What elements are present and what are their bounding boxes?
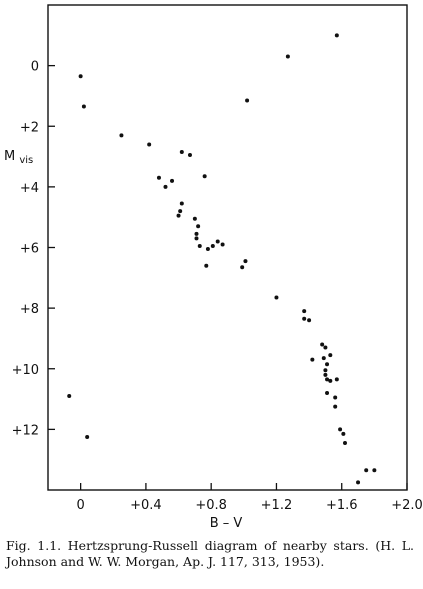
y-tick-label: +2 [20, 120, 39, 135]
star-point [356, 480, 361, 485]
star-point [328, 353, 333, 358]
star-point [202, 174, 207, 179]
star-point [179, 150, 184, 155]
y-axis-label: M vis [4, 149, 33, 166]
star-point [341, 431, 346, 436]
star-point [364, 468, 369, 473]
star-point [334, 33, 339, 38]
y-tick-label: 0 [31, 60, 39, 75]
star-point [323, 368, 328, 373]
hr-diagram-chart: 0 +0.4 +0.8 +1.2 +1.6 +2.0 0 +2 +4 +6 +8 +10 +12 M … [4, 4, 423, 531]
y-tick-label: +6 [20, 242, 39, 257]
star-point [67, 394, 72, 399]
star-point [302, 309, 307, 314]
star-point [334, 377, 339, 382]
star-point [85, 434, 90, 439]
star-point [78, 74, 83, 79]
star-point [176, 213, 181, 218]
x-tick-label: +1.6 [326, 498, 358, 513]
star-point [342, 441, 347, 446]
star-point [323, 372, 328, 377]
star-point [240, 265, 245, 270]
star-point [321, 356, 326, 361]
star-point [245, 98, 250, 103]
star-point [325, 362, 330, 367]
star-point [333, 395, 338, 400]
star-point [187, 153, 192, 158]
plot-frame [47, 4, 408, 491]
star-point [243, 259, 248, 264]
y-axis-label-subscript: vis [19, 155, 33, 166]
star-point [325, 377, 330, 382]
star-point [194, 231, 199, 236]
y-tick-label: +4 [20, 181, 39, 196]
star-point [170, 178, 175, 183]
star-point [156, 175, 161, 180]
star-point [205, 247, 210, 252]
star-point [372, 468, 377, 473]
y-tick-label: +8 [20, 302, 39, 317]
y-tick-label: +12 [12, 423, 39, 438]
star-point [196, 224, 201, 229]
x-tick-label: 0 [76, 498, 84, 513]
x-tick-label: +0.8 [195, 498, 227, 513]
star-point [210, 243, 215, 248]
y-tick-label: +10 [12, 363, 39, 378]
data-points [67, 33, 377, 485]
star-point [320, 342, 325, 347]
y-axis-ticks: 0 +2 +4 +6 +8 +10 +12 [12, 60, 55, 438]
star-point [285, 54, 290, 59]
star-point [338, 427, 343, 432]
star-point [302, 316, 307, 321]
x-axis-label: B – V [210, 516, 243, 531]
star-point [215, 239, 220, 244]
star-point [274, 295, 279, 300]
star-point [197, 243, 202, 248]
x-axis-ticks: 0 +0.4 +0.8 +1.2 +1.6 +2.0 [76, 483, 423, 513]
star-point [119, 133, 124, 138]
star-point [147, 142, 152, 147]
y-axis-label-main: M [4, 149, 15, 164]
star-point [192, 216, 197, 221]
star-point [323, 345, 328, 350]
star-point [179, 201, 184, 206]
star-point [307, 318, 312, 323]
star-point [325, 391, 330, 395]
star-point [204, 263, 209, 268]
star-point [81, 104, 86, 109]
star-point [194, 236, 199, 241]
x-tick-label: +1.2 [261, 498, 293, 513]
star-point [328, 378, 333, 383]
figure-caption: Fig. 1.1. Hertzsprung-Russell diagram of… [6, 538, 414, 569]
star-point [220, 242, 225, 247]
star-point [163, 184, 168, 189]
x-tick-label: +0.4 [130, 498, 162, 513]
star-point [178, 209, 183, 214]
star-point [310, 357, 315, 362]
star-point [333, 404, 338, 409]
x-tick-label: +2.0 [391, 498, 423, 513]
